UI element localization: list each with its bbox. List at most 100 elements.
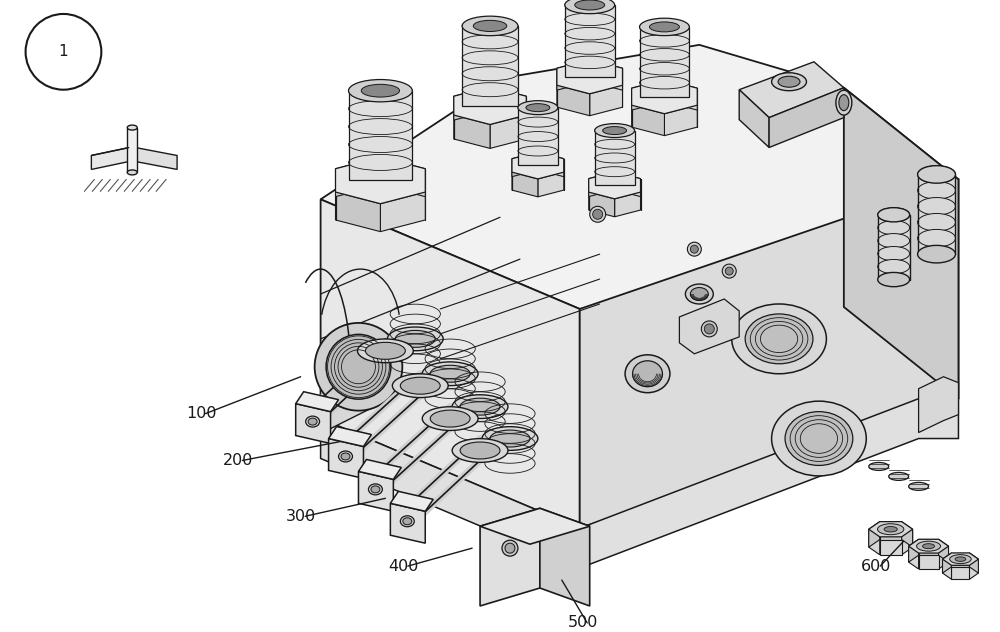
Ellipse shape xyxy=(430,410,470,427)
Circle shape xyxy=(704,324,714,334)
Ellipse shape xyxy=(403,518,412,525)
Polygon shape xyxy=(127,128,137,173)
Circle shape xyxy=(722,264,736,278)
Text: 200: 200 xyxy=(223,453,253,468)
Polygon shape xyxy=(869,521,913,537)
Polygon shape xyxy=(869,521,880,547)
Polygon shape xyxy=(590,85,622,116)
Ellipse shape xyxy=(625,355,670,392)
Ellipse shape xyxy=(462,16,518,35)
Polygon shape xyxy=(390,503,425,543)
Text: 1: 1 xyxy=(59,44,68,59)
Circle shape xyxy=(26,14,101,90)
Ellipse shape xyxy=(595,124,635,138)
Polygon shape xyxy=(844,88,958,399)
Ellipse shape xyxy=(127,125,137,130)
Polygon shape xyxy=(869,529,880,555)
Polygon shape xyxy=(664,80,697,110)
Circle shape xyxy=(593,209,603,219)
Ellipse shape xyxy=(955,557,966,561)
Ellipse shape xyxy=(918,166,955,183)
Polygon shape xyxy=(336,157,380,197)
Polygon shape xyxy=(538,172,564,197)
Ellipse shape xyxy=(772,73,806,91)
Polygon shape xyxy=(880,537,902,555)
Polygon shape xyxy=(951,566,969,580)
Ellipse shape xyxy=(400,516,414,526)
Ellipse shape xyxy=(772,401,866,476)
Polygon shape xyxy=(91,147,129,155)
Ellipse shape xyxy=(918,166,955,183)
Polygon shape xyxy=(640,27,689,97)
Ellipse shape xyxy=(430,365,470,382)
Polygon shape xyxy=(480,508,540,606)
Polygon shape xyxy=(321,399,958,568)
Ellipse shape xyxy=(649,22,679,32)
Ellipse shape xyxy=(490,430,530,447)
Polygon shape xyxy=(632,105,664,136)
Polygon shape xyxy=(390,491,433,511)
Polygon shape xyxy=(557,85,590,116)
Polygon shape xyxy=(321,329,370,434)
Ellipse shape xyxy=(909,482,929,490)
Polygon shape xyxy=(632,80,664,110)
Polygon shape xyxy=(540,508,590,606)
Ellipse shape xyxy=(878,272,910,287)
Circle shape xyxy=(690,245,698,253)
Polygon shape xyxy=(589,172,615,197)
Polygon shape xyxy=(615,172,641,197)
Polygon shape xyxy=(902,529,913,555)
Ellipse shape xyxy=(690,288,708,300)
Polygon shape xyxy=(296,404,331,444)
Polygon shape xyxy=(565,5,615,76)
Polygon shape xyxy=(939,546,948,569)
Ellipse shape xyxy=(869,463,889,470)
Polygon shape xyxy=(336,157,425,204)
Polygon shape xyxy=(739,62,844,118)
Polygon shape xyxy=(919,377,958,432)
Text: 100: 100 xyxy=(186,406,217,421)
Polygon shape xyxy=(739,90,769,147)
Circle shape xyxy=(505,543,515,553)
Polygon shape xyxy=(909,546,919,569)
Ellipse shape xyxy=(518,100,558,114)
Ellipse shape xyxy=(361,84,400,97)
Polygon shape xyxy=(490,87,526,120)
Ellipse shape xyxy=(778,76,800,87)
Ellipse shape xyxy=(422,407,478,430)
Polygon shape xyxy=(880,521,902,540)
Polygon shape xyxy=(902,521,913,547)
Ellipse shape xyxy=(918,229,955,247)
Ellipse shape xyxy=(917,541,941,551)
Polygon shape xyxy=(969,559,978,580)
Circle shape xyxy=(502,540,518,556)
Polygon shape xyxy=(512,172,538,197)
Ellipse shape xyxy=(392,374,448,398)
Ellipse shape xyxy=(839,95,849,111)
Ellipse shape xyxy=(357,339,413,363)
Polygon shape xyxy=(454,87,526,125)
Ellipse shape xyxy=(633,361,662,387)
Polygon shape xyxy=(462,26,518,106)
Ellipse shape xyxy=(878,208,910,222)
Text: 400: 400 xyxy=(388,559,419,574)
Ellipse shape xyxy=(349,80,412,102)
Polygon shape xyxy=(589,172,641,199)
Polygon shape xyxy=(296,392,339,411)
Polygon shape xyxy=(380,157,425,197)
Ellipse shape xyxy=(950,555,971,564)
Ellipse shape xyxy=(526,104,550,112)
Ellipse shape xyxy=(395,331,435,348)
Ellipse shape xyxy=(918,198,955,215)
Ellipse shape xyxy=(918,214,955,231)
Ellipse shape xyxy=(387,327,443,351)
Ellipse shape xyxy=(306,416,320,427)
Polygon shape xyxy=(909,539,948,553)
Ellipse shape xyxy=(878,208,910,222)
Polygon shape xyxy=(919,553,939,569)
Polygon shape xyxy=(512,152,564,179)
Ellipse shape xyxy=(923,544,935,549)
Polygon shape xyxy=(518,107,558,166)
Ellipse shape xyxy=(422,362,478,386)
Ellipse shape xyxy=(460,442,500,459)
